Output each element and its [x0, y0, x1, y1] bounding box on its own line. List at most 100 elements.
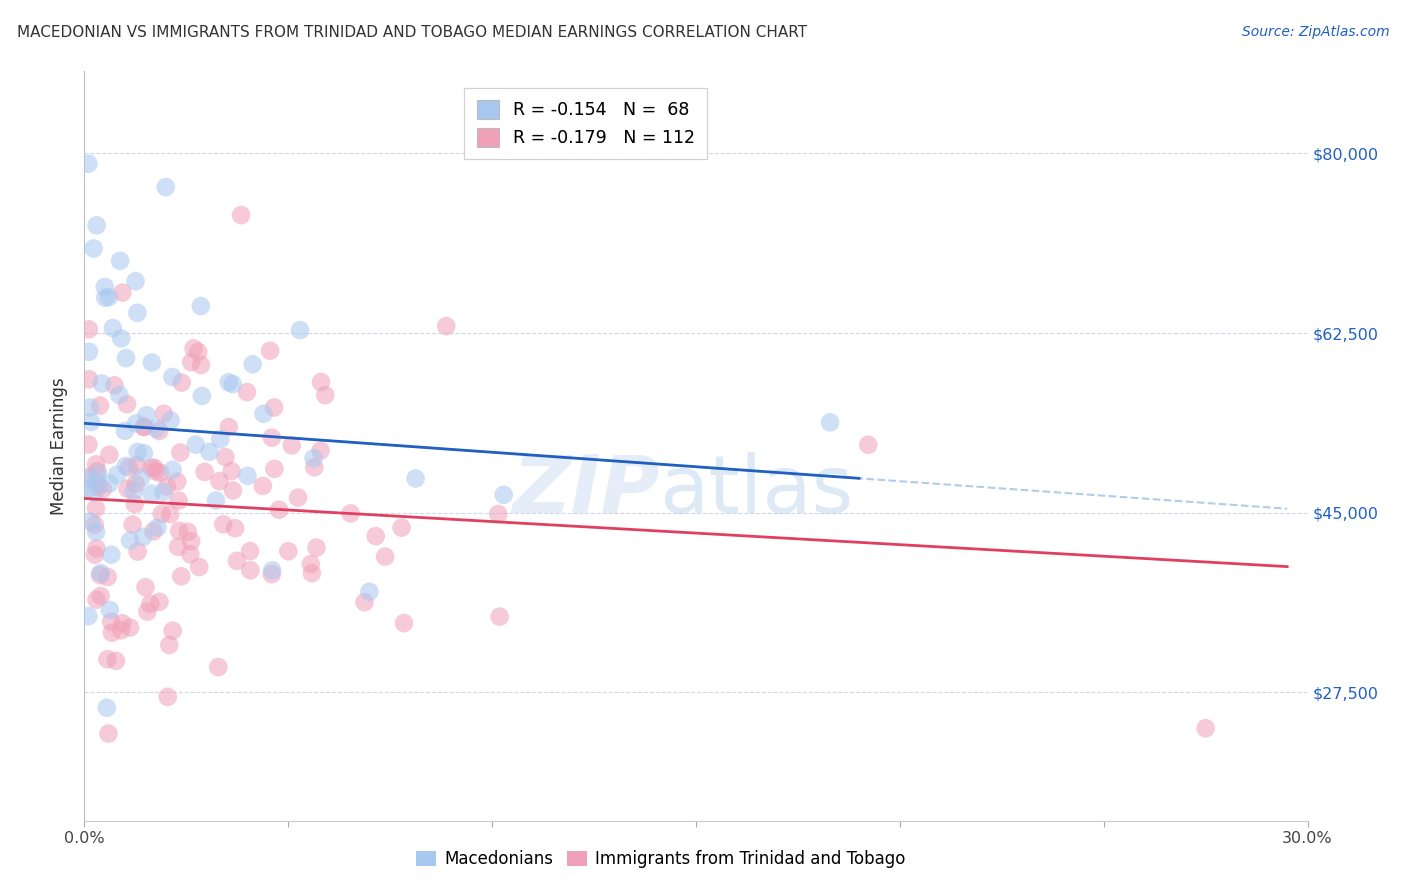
Point: [212, 517, 235, 532]
Point: [1195, 721, 1218, 735]
Point: [152, 484, 174, 499]
Point: [90, 566, 112, 580]
Point: [110, 331, 132, 345]
Point: [132, 530, 155, 544]
Point: [96, 652, 118, 666]
Point: [287, 491, 309, 505]
Point: [90, 589, 112, 603]
Point: [391, 520, 413, 534]
Point: [314, 388, 336, 402]
Point: [167, 493, 190, 508]
Point: [242, 357, 264, 371]
Point: [177, 524, 200, 539]
Point: [229, 208, 252, 222]
Point: [262, 563, 284, 577]
Point: [97, 726, 120, 740]
Point: [87, 480, 110, 494]
Point: [129, 471, 152, 485]
Point: [104, 654, 127, 668]
Point: [149, 466, 172, 480]
Point: [132, 446, 155, 460]
Point: [118, 533, 141, 548]
Point: [127, 544, 149, 558]
Point: [162, 624, 184, 638]
Point: [170, 569, 193, 583]
Point: [218, 420, 240, 434]
Point: [97, 290, 120, 304]
Point: [486, 507, 509, 521]
Point: [77, 471, 100, 485]
Point: [124, 497, 146, 511]
Point: [207, 660, 229, 674]
Point: [221, 464, 243, 478]
Point: [488, 609, 510, 624]
Point: [214, 450, 236, 465]
Point: [198, 445, 221, 459]
Point: [97, 570, 120, 584]
Point: [309, 443, 332, 458]
Point: [111, 285, 134, 300]
Point: [187, 345, 209, 359]
Point: [183, 342, 205, 356]
Point: [80, 415, 103, 429]
Point: [135, 409, 157, 423]
Point: [143, 461, 166, 475]
Point: [239, 544, 262, 558]
Point: [858, 438, 880, 452]
Point: [103, 378, 125, 392]
Point: [125, 476, 148, 491]
Point: [157, 638, 180, 652]
Point: [169, 445, 191, 459]
Point: [155, 180, 177, 194]
Point: [302, 451, 325, 466]
Point: [77, 344, 100, 359]
Y-axis label: Median Earnings: Median Earnings: [51, 377, 69, 515]
Point: [374, 549, 396, 564]
Point: [434, 319, 457, 334]
Point: [263, 401, 285, 415]
Point: [98, 476, 121, 491]
Point: [492, 488, 515, 502]
Point: [236, 385, 259, 400]
Point: [77, 437, 100, 451]
Point: [222, 377, 245, 392]
Point: [83, 517, 105, 532]
Point: [148, 424, 170, 438]
Point: [188, 560, 211, 574]
Point: [353, 595, 375, 609]
Point: [170, 376, 193, 390]
Point: [299, 557, 322, 571]
Point: [288, 323, 311, 337]
Point: [77, 372, 100, 386]
Point: [121, 517, 143, 532]
Point: [239, 563, 262, 577]
Point: [167, 540, 190, 554]
Point: [162, 463, 184, 477]
Point: [142, 524, 165, 539]
Point: [83, 485, 105, 500]
Point: [77, 609, 100, 624]
Point: [141, 486, 163, 500]
Point: [86, 541, 108, 556]
Point: [83, 242, 105, 256]
Point: [259, 343, 281, 358]
Point: [179, 547, 201, 561]
Point: [101, 321, 124, 335]
Point: [110, 624, 132, 638]
Point: [115, 351, 138, 365]
Point: [166, 475, 188, 489]
Text: Source: ZipAtlas.com: Source: ZipAtlas.com: [1241, 25, 1389, 39]
Point: [146, 520, 169, 534]
Point: [208, 474, 231, 488]
Point: [392, 616, 415, 631]
Text: MACEDONIAN VS IMMIGRANTS FROM TRINIDAD AND TOBAGO MEDIAN EARNINGS CORRELATION CH: MACEDONIAN VS IMMIGRANTS FROM TRINIDAD A…: [17, 25, 807, 40]
Point: [83, 548, 105, 562]
Point: [125, 417, 148, 431]
Point: [226, 554, 249, 568]
Point: [339, 507, 361, 521]
Point: [309, 375, 332, 389]
Point: [194, 465, 217, 479]
Point: [236, 468, 259, 483]
Point: [105, 467, 128, 482]
Point: [94, 291, 117, 305]
